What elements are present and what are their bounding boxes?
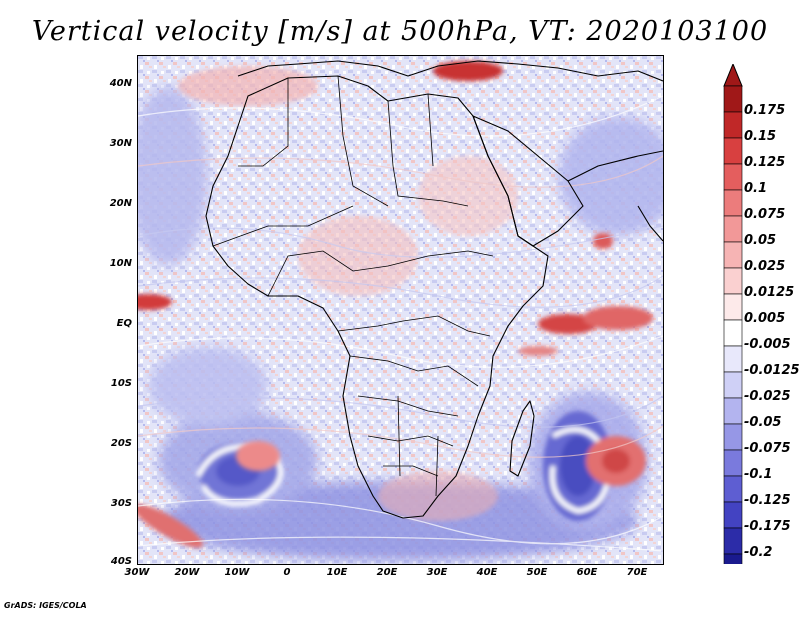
colorbar-swatch	[723, 189, 743, 217]
colorbar-swatch	[723, 163, 743, 191]
lon-tick-label: 70E	[626, 567, 648, 578]
colorbar-tick-label: -0.175	[744, 519, 791, 534]
map-title: Vertical velocity [m/s] at 500hPa, VT: 2…	[31, 16, 769, 47]
lon-tick-label: 60E	[576, 567, 598, 578]
colorbar-swatch	[723, 293, 743, 321]
colorbar-tick-label: -0.0125	[744, 363, 800, 378]
lon-tick-label: 40E	[476, 567, 498, 578]
colorbar-swatch	[723, 475, 743, 503]
colorbar-swatch	[723, 267, 743, 295]
lon-tick-label: 50E	[526, 567, 548, 578]
colorbar-tick-label: 0.175	[744, 103, 786, 118]
lat-tick-label: 40S	[110, 556, 132, 567]
lat-tick-label: 40N	[109, 78, 132, 89]
lat-tick-label: EQ	[116, 318, 132, 329]
lat-tick-label: 20N	[109, 198, 132, 209]
colorbar-swatch	[723, 527, 743, 555]
country-borders	[212, 75, 494, 497]
colorbar-tick-label: 0.025	[744, 259, 786, 274]
colorbar-swatch	[723, 371, 743, 399]
streak-texture	[138, 95, 663, 552]
lon-tick-label: 20W	[174, 567, 200, 578]
vertical-velocity-field	[138, 56, 663, 564]
lat-tick-label: 10S	[110, 378, 132, 389]
colorbar-tick-label: 0.0125	[744, 285, 795, 300]
lat-tick-label: 10N	[109, 258, 132, 269]
ascent-regions	[138, 61, 653, 548]
colorbar-tick-label: 0.1	[744, 181, 768, 196]
map-panel	[137, 55, 664, 565]
colorbar-swatch	[723, 449, 743, 477]
colorbar-tick-label: -0.1	[744, 467, 773, 482]
southwest-indian-ocean-swirl	[543, 411, 646, 521]
colorbar-top-arrow	[723, 64, 743, 87]
coastlines	[205, 60, 663, 519]
colorbar-swatch	[723, 319, 743, 347]
colorbar-tick-label: -0.2	[744, 545, 773, 560]
lon-tick-label: 10W	[224, 567, 250, 578]
lat-tick-label: 30N	[109, 138, 132, 149]
lat-tick-label: 20S	[110, 438, 132, 449]
colorbar-tick-label: 0.005	[744, 311, 786, 326]
lon-tick-label: 30W	[124, 567, 150, 578]
colorbar-tick-label: 0.075	[744, 207, 786, 222]
colorbar-tick-label: -0.075	[744, 441, 791, 456]
colorbar-tick-label: 0.125	[744, 155, 786, 170]
lon-tick-label: 10E	[326, 567, 348, 578]
colorbar-tick-label: 0.15	[744, 129, 777, 144]
colorbar-tick-label: -0.125	[744, 493, 791, 508]
colorbar-swatch	[723, 111, 743, 139]
colorbar-swatch	[723, 501, 743, 529]
colorbar-tick-label: 0.05	[744, 233, 777, 248]
lon-tick-label: 20E	[376, 567, 398, 578]
colorbar-swatch	[723, 215, 743, 243]
colorbar-swatch	[723, 241, 743, 269]
lon-tick-label: 0	[283, 567, 291, 578]
colorbar-swatch	[723, 553, 743, 564]
colorbar-swatch	[723, 345, 743, 373]
colorbar-tick-label: -0.05	[744, 415, 782, 430]
colorbar-tick-label: -0.005	[744, 337, 791, 352]
lon-tick-label: 30E	[426, 567, 448, 578]
colorbar-swatch	[723, 423, 743, 451]
grads-credit: GrADS: IGES/COLA	[4, 601, 87, 610]
lat-tick-label: 30S	[110, 498, 132, 509]
colorbar	[723, 64, 743, 564]
colorbar-swatch	[723, 137, 743, 165]
colorbar-swatch	[723, 397, 743, 425]
colorbar-tick-label: -0.025	[744, 389, 791, 404]
colorbar-swatch	[723, 85, 743, 113]
